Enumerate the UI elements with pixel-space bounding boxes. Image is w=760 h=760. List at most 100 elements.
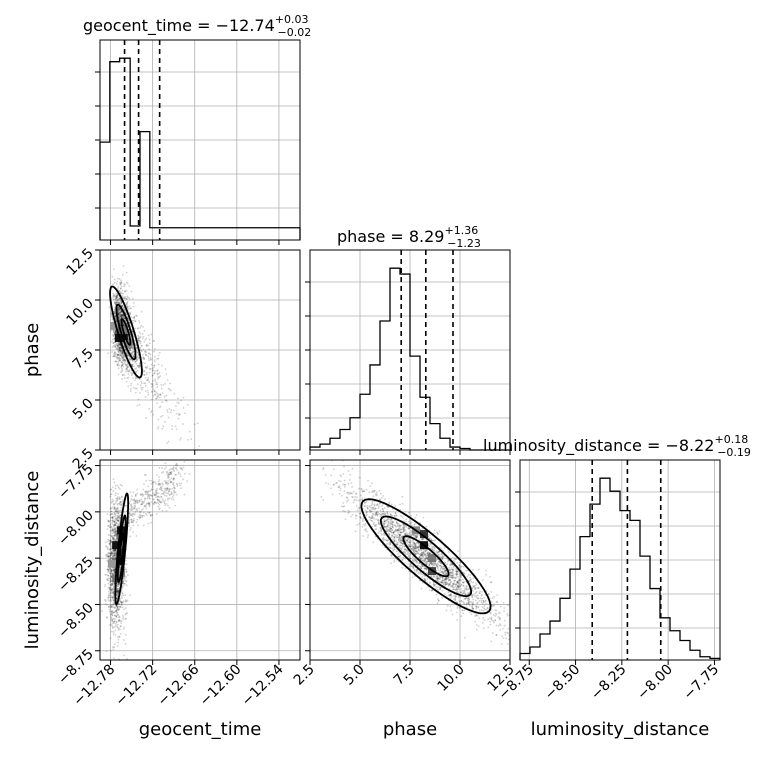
scatter-point: [409, 557, 412, 560]
scatter-point: [131, 352, 134, 355]
scatter-point: [503, 610, 506, 612]
scatter-point: [429, 534, 431, 537]
scatter-point: [127, 354, 130, 357]
scatter-point: [417, 546, 419, 549]
scatter-point: [371, 482, 373, 485]
scatter-point: [169, 389, 172, 392]
scatter-point: [140, 494, 143, 496]
scatter-point: [373, 521, 376, 524]
scatter-point: [111, 583, 114, 585]
scatter-point: [143, 505, 146, 508]
scatter-point: [426, 577, 429, 580]
scatter-point: [415, 514, 418, 516]
scatter-point: [458, 607, 461, 609]
scatter-point: [129, 312, 132, 315]
scatter-point: [178, 463, 180, 465]
scatter-point: [105, 545, 108, 548]
scatter-point: [125, 350, 128, 353]
scatter-point: [132, 354, 135, 357]
scatter-point: [371, 517, 374, 519]
scatter-point: [365, 528, 368, 530]
scatter-point: [143, 500, 146, 502]
scatter-point: [119, 300, 122, 303]
scatter-point: [111, 486, 114, 489]
scatter-point: [376, 514, 379, 517]
scatter-point: [120, 603, 123, 606]
scatter-point: [164, 421, 166, 423]
scatter-point: [500, 642, 503, 645]
scatter-point: [115, 620, 118, 623]
scatter-point: [111, 614, 114, 616]
scatter-point: [113, 355, 115, 357]
scatter-point: [113, 626, 116, 628]
scatter-point: [111, 557, 114, 560]
scatter-point: [480, 594, 483, 597]
scatter-point: [438, 578, 441, 581]
scatter-point: [420, 554, 423, 557]
scatter-point: [444, 546, 446, 549]
scatter-point: [124, 643, 127, 645]
scatter-point: [112, 538, 115, 541]
scatter-point: [125, 297, 128, 300]
scatter-point: [107, 352, 110, 354]
scatter-point: [376, 513, 379, 516]
scatter-point: [147, 334, 150, 337]
scatter-point: [452, 588, 455, 591]
scatter-point: [149, 342, 151, 345]
scatter-point: [134, 387, 137, 390]
scatter-point: [117, 515, 120, 518]
scatter-point: [121, 374, 124, 376]
scatter-point: [424, 550, 427, 553]
scatter-point: [133, 316, 136, 318]
scatter-point: [411, 541, 414, 544]
scatter-point: [156, 369, 159, 372]
scatter-point: [399, 525, 401, 528]
scatter-point: [438, 577, 441, 580]
scatter-point: [443, 578, 446, 581]
scatter-point: [153, 355, 156, 358]
scatter-point: [170, 471, 173, 474]
scatter-point: [165, 495, 168, 497]
scatter-point: [150, 501, 153, 503]
scatter-point: [113, 515, 116, 518]
scatter-point: [125, 563, 128, 566]
scatter-point: [114, 534, 116, 537]
scatter-point: [112, 539, 115, 542]
scatter-point: [356, 509, 359, 512]
scatter-point: [454, 583, 457, 586]
scatter-point: [113, 301, 116, 304]
scatter-point: [117, 591, 119, 593]
scatter-point: [110, 552, 112, 555]
scatter-point: [104, 603, 107, 605]
scatter-point: [113, 552, 116, 554]
scatter-point: [118, 317, 121, 320]
scatter-point: [110, 580, 112, 583]
scatter-point: [465, 585, 468, 587]
scatter-point: [344, 485, 346, 488]
scatter-point: [135, 387, 138, 390]
scatter-point: [399, 503, 401, 506]
scatter-point: [130, 518, 133, 521]
scatter-point: [164, 368, 167, 371]
scatter-point: [109, 523, 112, 526]
scatter-point: [114, 549, 117, 552]
scatter-point: [110, 313, 113, 316]
scatter-point: [152, 481, 155, 483]
scatter-point: [468, 598, 471, 600]
scatter-point: [111, 622, 114, 625]
scatter-point: [377, 518, 379, 521]
scatter-point: [170, 498, 173, 500]
scatter-point: [138, 364, 141, 367]
scatter-point: [394, 512, 397, 515]
scatter-point: [153, 493, 156, 496]
scatter-point: [130, 363, 133, 366]
scatter-point: [442, 583, 445, 585]
scatter-point: [123, 355, 125, 358]
scatter-point: [118, 516, 121, 519]
scatter-point: [421, 564, 423, 566]
scatter-point: [471, 602, 473, 605]
scatter-point: [140, 382, 143, 385]
scatter-point: [186, 403, 189, 406]
scatter-point: [158, 496, 161, 498]
scatter-point: [118, 318, 121, 321]
